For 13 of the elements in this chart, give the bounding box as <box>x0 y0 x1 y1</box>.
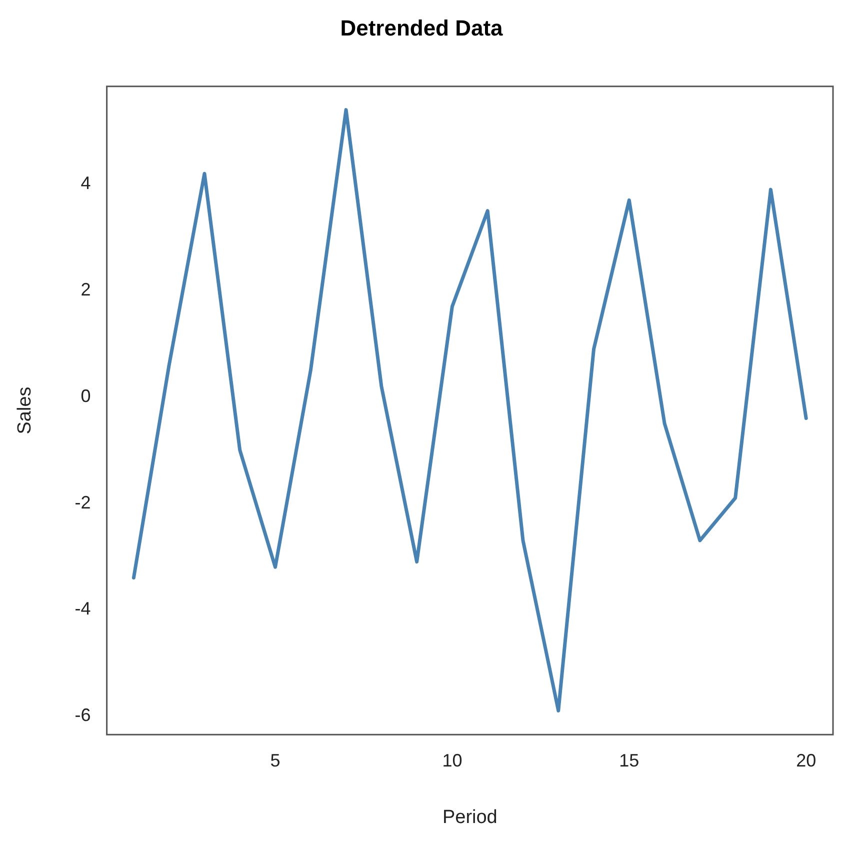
x-tick-label: 15 <box>619 750 640 770</box>
y-tick-label: -2 <box>74 492 91 512</box>
chart-title: Detrended Data <box>340 15 504 40</box>
x-tick-label: 10 <box>442 750 462 770</box>
x-axis-title: Period <box>442 806 498 828</box>
y-tick-label: -6 <box>74 704 91 725</box>
y-tick-label: 0 <box>80 386 91 406</box>
y-tick-label: 2 <box>80 280 91 300</box>
x-tick-label: 5 <box>270 750 280 770</box>
y-tick-label: -4 <box>74 598 91 619</box>
x-tick-label: 20 <box>796 750 816 770</box>
y-axis-title: Sales <box>14 386 36 434</box>
y-tick-label: 4 <box>80 173 91 194</box>
